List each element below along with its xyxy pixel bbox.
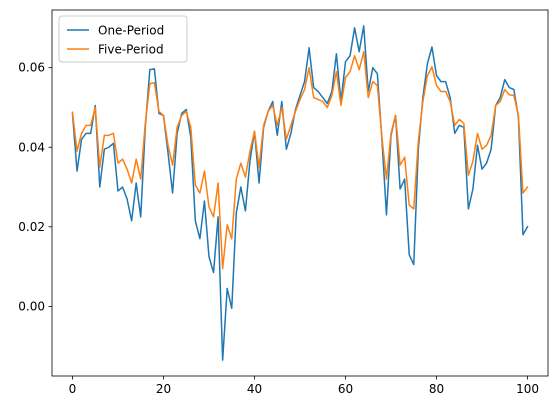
legend: One-Period Five-Period — [58, 15, 188, 63]
x-tick-label: 0 — [69, 382, 77, 396]
y-tick-label: 0.02 — [18, 220, 45, 234]
y-axis-ticks: 0.00 0.02 0.04 0.06 — [18, 61, 52, 313]
plot-frame — [51, 9, 549, 377]
y-tick-label: 0.04 — [18, 140, 45, 154]
y-tick-label: 0.06 — [18, 61, 45, 75]
series-lines — [71, 25, 529, 361]
x-axis-ticks: 0 20 40 60 80 100 — [69, 376, 539, 396]
x-tick-label: 80 — [429, 382, 444, 396]
x-tick-label: 20 — [156, 382, 171, 396]
legend-label-five-period: Five-Period — [98, 43, 164, 57]
axes — [51, 9, 549, 377]
x-tick-label: 100 — [516, 382, 539, 396]
y-tick-label: 0.00 — [18, 299, 45, 313]
x-tick-label: 40 — [247, 382, 262, 396]
x-tick-label: 60 — [338, 382, 353, 396]
legend-box — [58, 15, 188, 63]
legend-label-one-period: One-Period — [98, 24, 164, 38]
series-line-five-period — [71, 51, 529, 270]
